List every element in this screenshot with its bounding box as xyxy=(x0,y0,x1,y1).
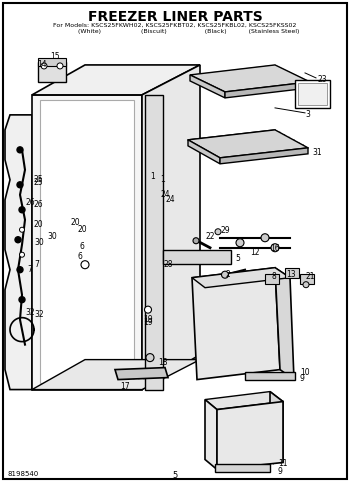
Bar xyxy=(163,250,231,264)
Text: 25: 25 xyxy=(33,175,43,184)
Text: 30: 30 xyxy=(47,232,57,241)
Text: 9: 9 xyxy=(300,373,305,383)
Bar xyxy=(38,62,66,82)
Circle shape xyxy=(20,252,25,257)
Polygon shape xyxy=(270,392,283,463)
Bar xyxy=(245,371,295,380)
Circle shape xyxy=(19,297,25,303)
Circle shape xyxy=(193,238,199,244)
Polygon shape xyxy=(190,65,310,92)
Text: 16: 16 xyxy=(270,244,280,253)
Circle shape xyxy=(303,282,309,288)
Bar xyxy=(285,268,299,278)
Polygon shape xyxy=(275,268,294,380)
Text: 17: 17 xyxy=(120,382,130,391)
Circle shape xyxy=(146,354,154,362)
Text: For Models: KSCS25FKWH02, KSCS25FKBT02, KSCS25FKBL02, KSCS25FKSS02: For Models: KSCS25FKWH02, KSCS25FKBT02, … xyxy=(53,23,297,28)
Text: 31: 31 xyxy=(312,148,322,157)
Polygon shape xyxy=(32,65,200,95)
Polygon shape xyxy=(190,75,225,98)
Bar xyxy=(298,83,327,105)
Text: 32: 32 xyxy=(34,310,44,319)
Text: 8198540: 8198540 xyxy=(8,471,39,478)
Circle shape xyxy=(17,182,23,188)
Text: 1: 1 xyxy=(160,175,165,184)
Text: 1: 1 xyxy=(150,172,155,181)
Text: 10: 10 xyxy=(300,368,310,377)
Polygon shape xyxy=(5,115,32,390)
Bar xyxy=(40,100,134,383)
Text: 14: 14 xyxy=(37,60,47,69)
Circle shape xyxy=(17,147,23,153)
Bar xyxy=(265,274,279,284)
Polygon shape xyxy=(205,392,283,410)
Text: 24: 24 xyxy=(160,190,170,199)
Text: 23: 23 xyxy=(318,75,328,84)
Circle shape xyxy=(261,234,269,242)
Text: 9: 9 xyxy=(278,468,283,477)
Text: 13: 13 xyxy=(286,270,296,279)
Text: 30: 30 xyxy=(34,238,44,247)
Text: 2: 2 xyxy=(226,270,230,279)
Circle shape xyxy=(19,207,25,213)
Polygon shape xyxy=(32,360,200,390)
Text: 29: 29 xyxy=(220,226,230,235)
Text: 22: 22 xyxy=(205,232,215,241)
Polygon shape xyxy=(217,401,283,469)
Polygon shape xyxy=(142,65,200,390)
Text: 20: 20 xyxy=(70,218,80,227)
Circle shape xyxy=(222,271,229,278)
Circle shape xyxy=(41,63,47,69)
Circle shape xyxy=(17,267,23,273)
Circle shape xyxy=(20,227,25,232)
Polygon shape xyxy=(192,268,280,380)
Bar xyxy=(300,274,314,284)
Bar xyxy=(32,95,142,390)
Circle shape xyxy=(81,261,89,269)
Circle shape xyxy=(236,239,244,247)
Text: 3: 3 xyxy=(305,110,310,119)
Text: 18: 18 xyxy=(158,357,168,367)
Polygon shape xyxy=(188,140,220,164)
Polygon shape xyxy=(225,82,310,98)
Bar xyxy=(145,95,163,390)
Text: 7: 7 xyxy=(28,265,33,274)
Polygon shape xyxy=(188,130,308,158)
Text: 6: 6 xyxy=(79,242,84,251)
Circle shape xyxy=(15,237,21,243)
Polygon shape xyxy=(205,399,217,469)
Polygon shape xyxy=(220,148,308,164)
Text: 7: 7 xyxy=(34,260,39,269)
Text: 19: 19 xyxy=(143,314,153,324)
Circle shape xyxy=(145,306,152,313)
Text: 19: 19 xyxy=(143,318,153,327)
Text: 32: 32 xyxy=(25,308,35,317)
Text: 6: 6 xyxy=(78,252,83,261)
Text: 11: 11 xyxy=(278,459,287,469)
Bar xyxy=(295,80,330,108)
Text: (White)                    (Biscuit)                   (Black)           (Stainl: (White) (Biscuit) (Black) (Stainl xyxy=(50,29,300,34)
Text: 26: 26 xyxy=(25,198,35,207)
Text: 5: 5 xyxy=(236,254,240,263)
Text: 25: 25 xyxy=(34,178,44,187)
Polygon shape xyxy=(115,368,168,380)
Text: 12: 12 xyxy=(250,248,260,257)
Text: 20: 20 xyxy=(78,225,88,234)
Polygon shape xyxy=(192,268,290,288)
Text: 20: 20 xyxy=(34,220,44,229)
Text: FREEZER LINER PARTS: FREEZER LINER PARTS xyxy=(88,10,262,24)
Circle shape xyxy=(57,63,63,69)
Text: 21: 21 xyxy=(305,272,315,281)
Text: 5: 5 xyxy=(172,471,177,481)
Text: 26: 26 xyxy=(34,200,44,209)
Circle shape xyxy=(215,229,221,235)
Bar xyxy=(38,58,66,66)
Text: 8: 8 xyxy=(272,272,276,281)
Circle shape xyxy=(271,244,279,252)
Text: 15: 15 xyxy=(50,52,60,61)
Text: 28: 28 xyxy=(163,260,173,269)
Bar xyxy=(215,465,270,472)
Text: 24: 24 xyxy=(165,195,175,204)
